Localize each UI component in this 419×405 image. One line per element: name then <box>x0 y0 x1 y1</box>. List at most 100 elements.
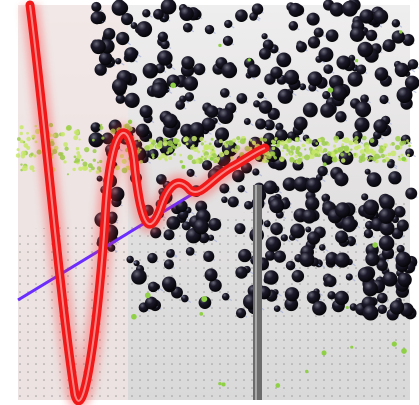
sphere <box>308 36 320 48</box>
particle <box>334 139 338 143</box>
particle <box>20 140 24 144</box>
particle <box>66 125 72 131</box>
sphere <box>318 47 333 62</box>
sphere <box>330 2 344 16</box>
sphere <box>95 63 107 75</box>
particle <box>20 163 22 165</box>
sphere <box>363 199 379 215</box>
sphere <box>185 92 194 101</box>
particle <box>93 149 97 153</box>
sphere <box>394 206 405 217</box>
sphere <box>202 160 212 170</box>
sphere <box>126 256 133 263</box>
particle <box>266 159 269 162</box>
sphere <box>247 64 260 77</box>
particle <box>218 44 221 47</box>
sphere <box>319 244 326 251</box>
particle <box>275 383 280 388</box>
particle <box>314 153 318 157</box>
particle <box>343 145 349 151</box>
particle <box>157 142 163 148</box>
sphere <box>193 63 205 75</box>
sphere <box>326 29 339 42</box>
sphere <box>323 64 333 74</box>
sphere <box>148 282 159 293</box>
particle <box>165 158 168 161</box>
sphere <box>305 226 311 232</box>
sphere <box>124 93 139 108</box>
sphere <box>186 247 195 256</box>
sphere <box>244 118 251 125</box>
sphere <box>292 270 304 282</box>
sphere <box>364 229 373 238</box>
sphere <box>157 50 173 66</box>
particle <box>302 144 305 147</box>
sphere <box>238 185 245 192</box>
particle <box>17 148 20 151</box>
particle <box>201 156 203 158</box>
sphere <box>263 180 277 194</box>
particle <box>240 138 246 144</box>
sphere <box>140 105 153 118</box>
particle <box>401 157 406 162</box>
particle <box>74 155 77 158</box>
particle <box>131 314 137 320</box>
particle <box>398 156 400 158</box>
sphere <box>238 249 251 262</box>
particle <box>399 30 402 33</box>
sphere <box>166 216 180 230</box>
particle <box>201 142 204 145</box>
particle <box>149 138 153 142</box>
sphere <box>222 63 238 79</box>
particle <box>179 154 182 157</box>
particle <box>211 138 214 141</box>
particle <box>26 132 29 135</box>
particle <box>270 151 275 156</box>
particle <box>193 147 198 152</box>
particle <box>333 152 335 154</box>
sphere <box>147 253 157 263</box>
sphere <box>388 171 401 184</box>
sphere <box>136 21 152 37</box>
sphere <box>223 36 233 46</box>
sphere <box>175 100 185 110</box>
particle <box>234 149 238 153</box>
particle <box>151 153 155 157</box>
sphere <box>317 166 327 176</box>
particle <box>365 157 368 160</box>
sphere <box>162 277 176 291</box>
sphere <box>392 19 400 27</box>
particle <box>204 141 206 143</box>
particle <box>186 142 189 145</box>
particle <box>19 125 23 129</box>
sphere <box>354 117 369 132</box>
particle <box>354 140 359 145</box>
sphere <box>276 52 291 67</box>
sphere <box>115 58 121 64</box>
particle <box>177 139 180 142</box>
sphere <box>257 92 264 99</box>
sphere <box>255 118 266 129</box>
sphere <box>183 76 198 91</box>
sphere <box>270 67 282 79</box>
particle <box>359 155 364 160</box>
particle <box>32 170 35 173</box>
sphere <box>224 20 232 28</box>
particle <box>398 157 402 161</box>
sphere <box>91 2 101 12</box>
sphere <box>363 281 378 296</box>
particle <box>16 153 21 158</box>
sphere <box>367 172 382 187</box>
sphere <box>305 196 319 210</box>
particle <box>168 156 172 160</box>
sphere <box>183 23 193 33</box>
sphere <box>348 72 363 87</box>
sphere <box>116 32 129 45</box>
particle <box>355 59 358 62</box>
particle <box>320 150 323 153</box>
sphere <box>308 71 323 86</box>
particle <box>17 137 21 141</box>
sphere <box>335 253 350 268</box>
sphere <box>342 1 358 17</box>
sphere <box>235 9 248 22</box>
